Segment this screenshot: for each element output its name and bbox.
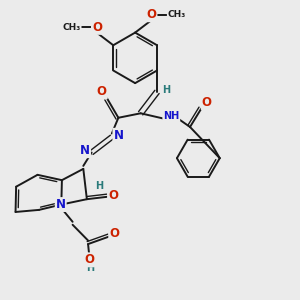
Text: O: O [84, 253, 94, 266]
Text: N: N [80, 144, 90, 157]
Text: O: O [202, 96, 212, 109]
Text: CH₃: CH₃ [62, 23, 81, 32]
Text: O: O [109, 226, 119, 240]
Text: N: N [113, 129, 123, 142]
Text: O: O [92, 21, 102, 34]
Text: N: N [56, 198, 66, 211]
Text: H: H [163, 85, 171, 94]
Text: H: H [95, 181, 104, 191]
Text: NH: NH [163, 111, 179, 121]
Text: O: O [108, 189, 118, 202]
Text: O: O [97, 85, 107, 98]
Text: O: O [146, 8, 157, 21]
Text: CH₃: CH₃ [168, 10, 186, 19]
Text: H: H [86, 263, 94, 273]
